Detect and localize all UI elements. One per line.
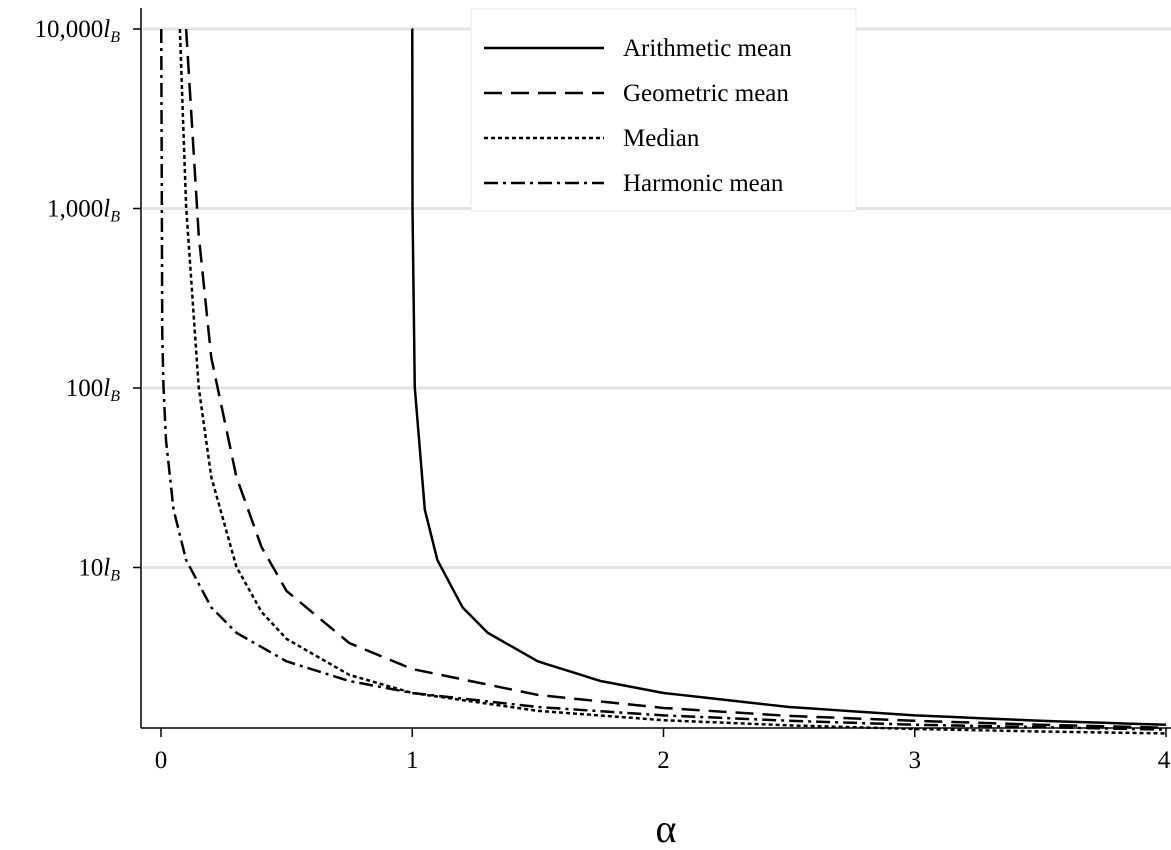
y-tick-subscript: B xyxy=(110,209,120,226)
legend-label: Arithmetic mean xyxy=(623,35,792,62)
x-tick-label: 4 xyxy=(1158,747,1171,774)
x-tick-label: 1 xyxy=(406,747,419,774)
y-tick-variable: l xyxy=(103,555,110,582)
y-tick-label: 1,000lB xyxy=(47,196,120,226)
legend-label: Geometric mean xyxy=(623,80,789,107)
series-lines xyxy=(160,27,1167,735)
y-tick-number: 10 xyxy=(78,555,103,582)
x-tick-label: 0 xyxy=(155,747,168,774)
series-line xyxy=(184,28,1167,730)
series-line xyxy=(178,28,1167,735)
y-tick-number: 1,000 xyxy=(47,196,103,223)
y-tick-subscript: B xyxy=(110,388,120,405)
y-tick-number: 10,000 xyxy=(35,16,104,43)
x-tick-label: 3 xyxy=(909,747,922,774)
y-tick-label: 10lB xyxy=(78,555,120,585)
y-tick-subscript: B xyxy=(110,29,120,46)
y-tick-variable: l xyxy=(103,16,110,43)
x-ticks: 0 1 2 3 4 xyxy=(155,728,1171,774)
y-tick-variable: l xyxy=(103,196,110,223)
x-tick-label: 2 xyxy=(657,747,670,774)
series-line xyxy=(160,28,1167,731)
x-axis-title: α xyxy=(656,806,677,850)
y-tick-variable: l xyxy=(103,375,110,402)
y-tick-subscript: B xyxy=(110,568,120,585)
legend: Arithmetic mean Geometric mean Median Harmo… xyxy=(470,8,857,212)
legend-label: Harmonic mean xyxy=(623,170,784,197)
y-tick-label: 100lB xyxy=(66,375,120,405)
y-tick-label: 10,000lB xyxy=(35,16,121,46)
axes xyxy=(140,8,1171,729)
legend-label: Median xyxy=(623,125,700,152)
y-tick-number: 100 xyxy=(66,375,104,402)
legend-box xyxy=(470,8,857,212)
series-line xyxy=(411,27,1167,727)
